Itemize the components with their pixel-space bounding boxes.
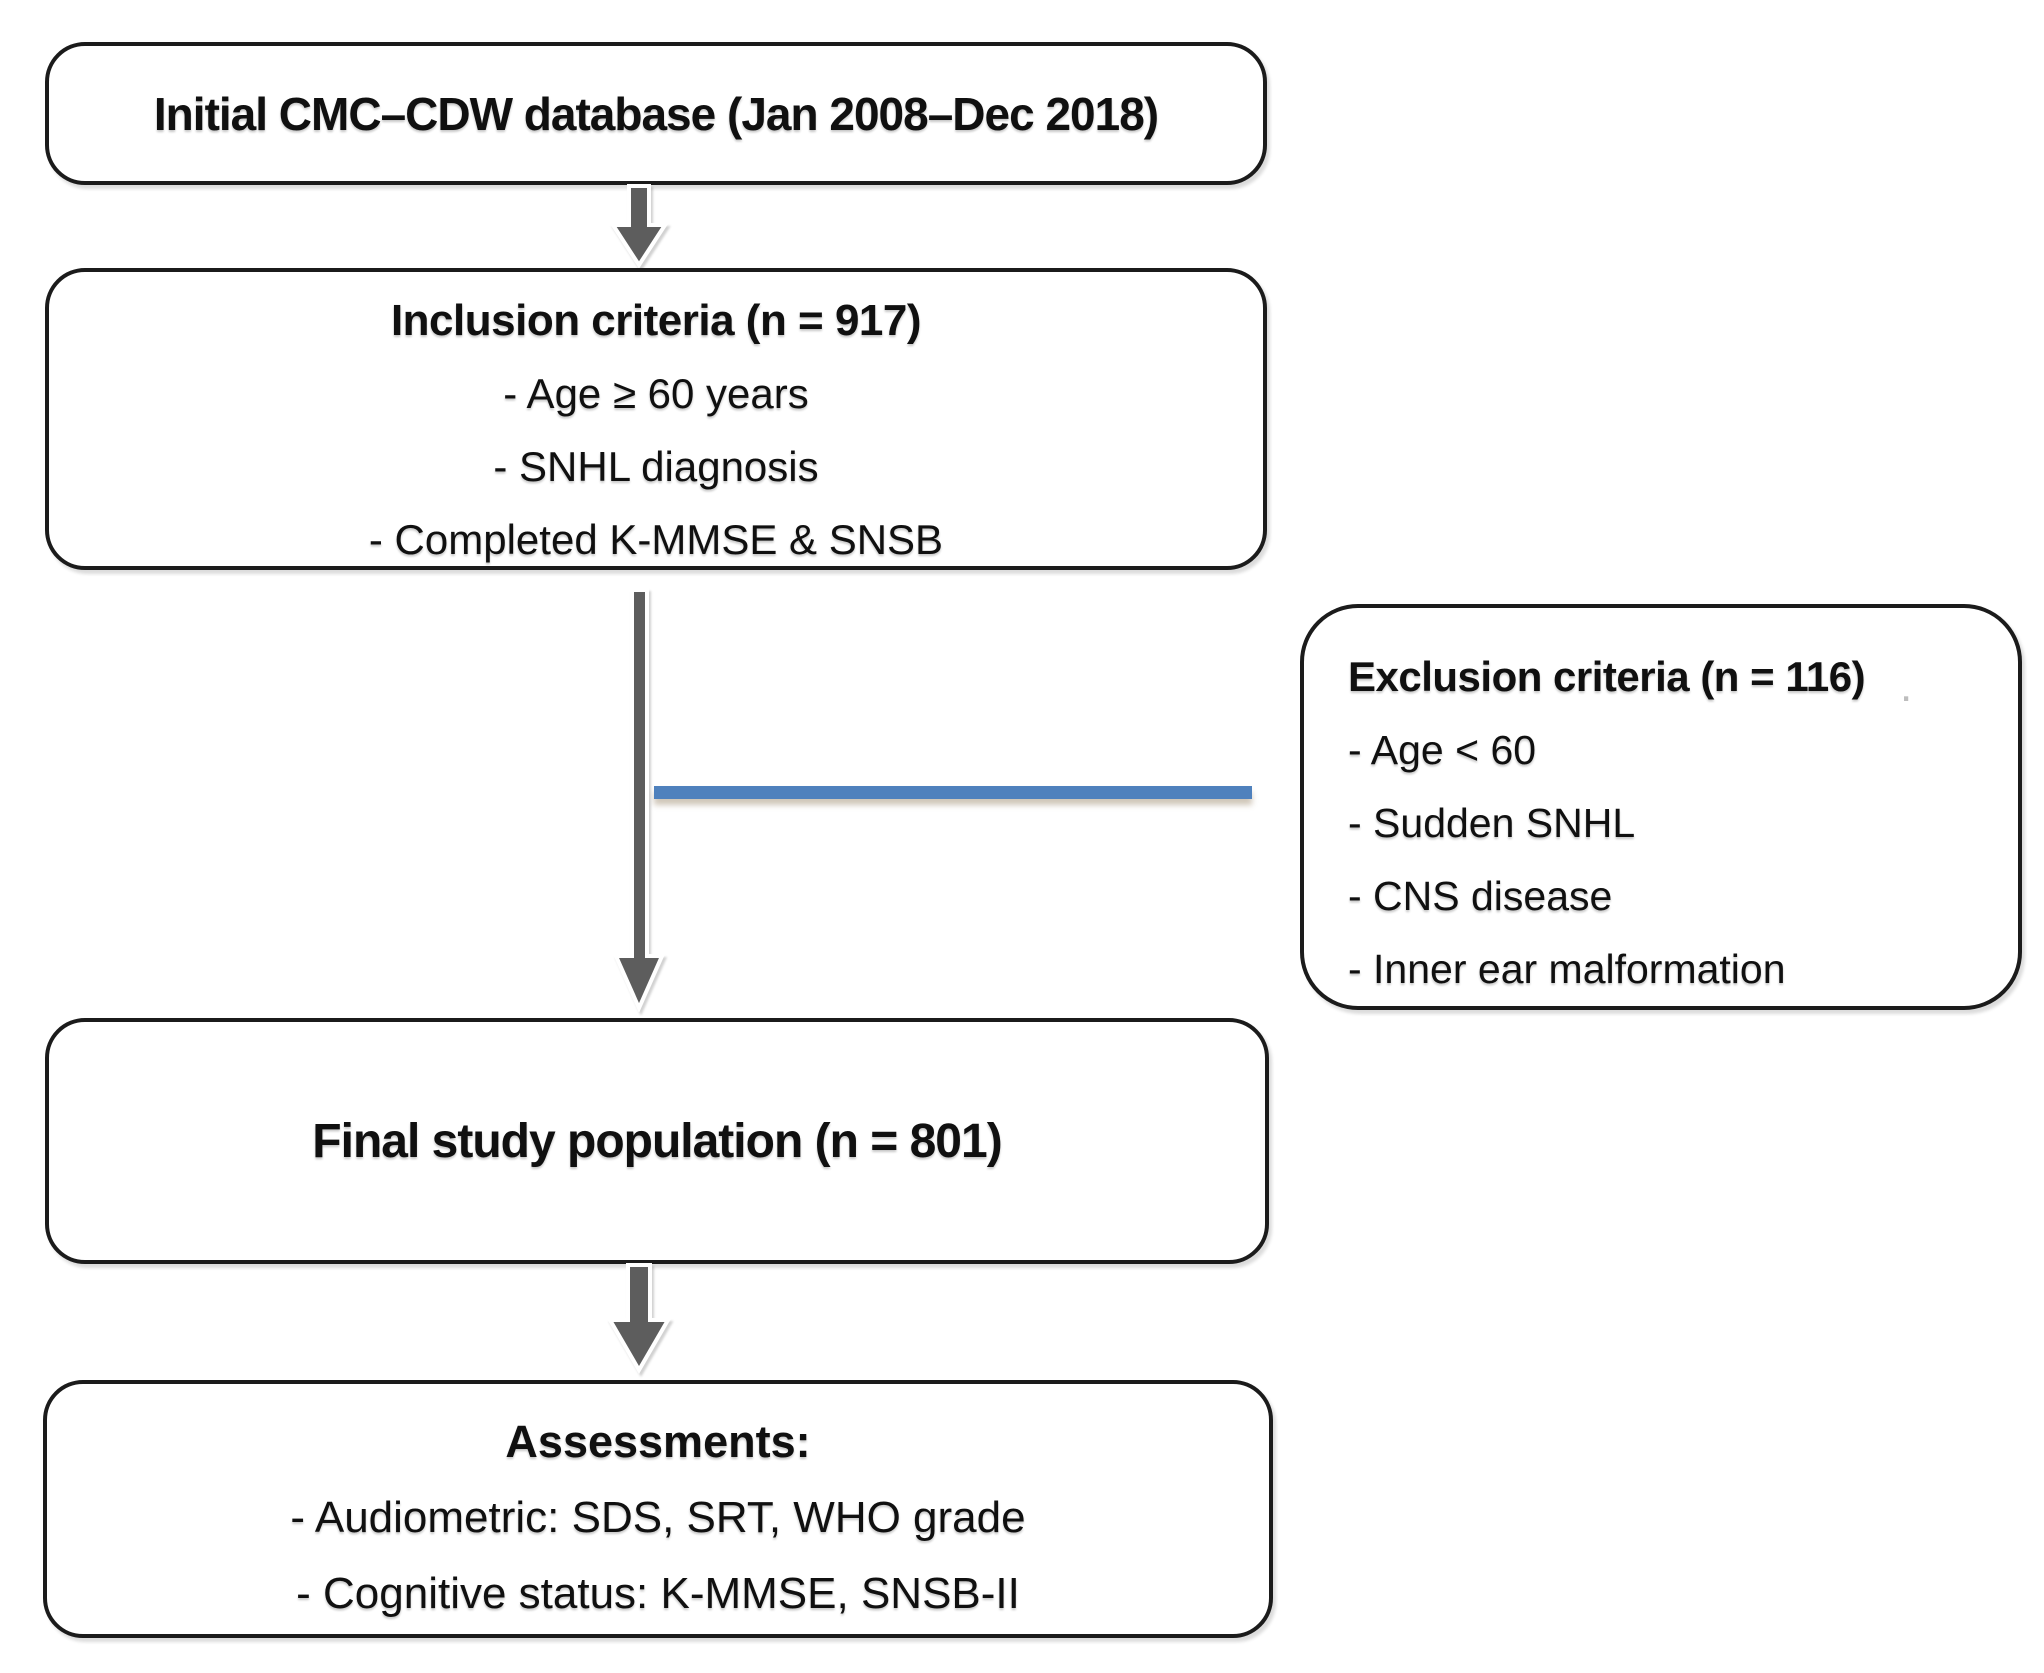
exclusion-criteria-box: Exclusion criteria (n = 116) - Age < 60 … <box>1300 604 2022 1010</box>
assessments-box: Assessments: - Audiometric: SDS, SRT, WH… <box>43 1380 1273 1638</box>
exclusion-criterion-item: - Age < 60 <box>1348 727 1537 773</box>
down-arrow-icon <box>606 1263 672 1374</box>
initial-database-box: Initial CMC–CDW database (Jan 2008–Dec 2… <box>45 42 1267 185</box>
final-population-box: Final study population (n = 801) <box>45 1018 1269 1264</box>
initial-database-title: Initial CMC–CDW database (Jan 2008–Dec 2… <box>153 87 1159 140</box>
assessment-item: - Audiometric: SDS, SRT, WHO grade <box>290 1493 1026 1542</box>
inclusion-criteria-title: Inclusion criteria (n = 917) <box>390 296 922 345</box>
exclusion-criteria-title: Exclusion criteria (n = 116) <box>1348 653 1866 700</box>
exclusion-criterion-item: - CNS disease <box>1348 873 1613 919</box>
stray-period-mark: . <box>1900 662 1913 711</box>
assessments-title: Assessments: <box>505 1416 811 1467</box>
down-arrow-icon <box>609 184 669 269</box>
exclusion-criterion-item: - Sudden SNHL <box>1348 800 1636 846</box>
inclusion-criterion-item: - Completed K-MMSE & SNSB <box>368 516 944 563</box>
assessment-item: - Cognitive status: K-MMSE, SNSB-II <box>296 1569 1020 1618</box>
inclusion-criterion-item: - Age ≥ 60 years <box>503 370 809 417</box>
down-arrow-icon <box>612 588 666 1012</box>
exclusion-criterion-item: - Inner ear malformation <box>1348 946 1786 992</box>
inclusion-criterion-item: - SNHL diagnosis <box>493 443 819 490</box>
inclusion-criteria-box: Inclusion criteria (n = 917) - Age ≥ 60 … <box>45 268 1267 570</box>
final-population-title: Final study population (n = 801) <box>312 1114 1002 1168</box>
exclusion-connector-line <box>654 786 1252 799</box>
